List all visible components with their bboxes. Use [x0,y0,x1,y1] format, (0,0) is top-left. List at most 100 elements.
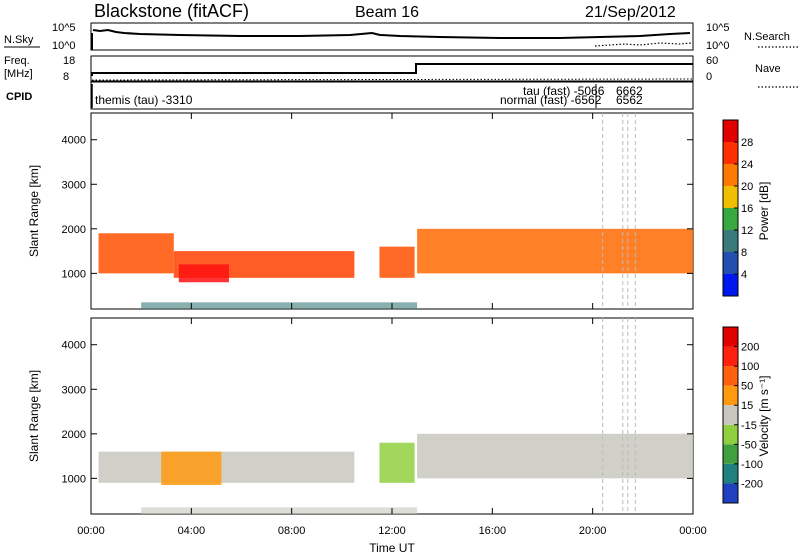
colorbar-segment [723,424,738,445]
colorbar-segment [723,444,738,464]
colorbar-tick-label: 28 [741,137,753,149]
power-yaxis: 1000 2000 3000 4000 [62,135,693,280]
date-title: 21/Sep/2012 [585,4,676,21]
freq-tick-bottom: 8 [63,71,69,83]
power-colorbar-label: Power [dB] [757,182,771,241]
velocity-colorbar: -200 -100 -50 -15 15 50 100 200 [722,326,763,504]
colorbar-segment [723,186,738,208]
colorbar-segment [723,463,738,484]
colorbar-tick-label: -200 [741,478,763,490]
cpid-entry-6562: 6562 [616,93,643,107]
x-tick-label: 08:00 [278,525,306,537]
freq-panel: Freq. [MHz] 18 8 60 0 Nave [4,55,798,88]
colorbar-tick-label: 50 [741,381,753,393]
x-tick-label: 04:00 [178,525,206,537]
echo-band [98,233,174,274]
echo-band [178,264,229,283]
cpid-entry-6662: 6662 [616,84,643,98]
y-tick-label: 1000 [62,473,86,485]
colorbar-segment [723,230,738,252]
colorbar-tick-label: 16 [741,203,753,215]
colorbar-segment [723,366,738,386]
colorbar-segment [723,164,738,186]
nave-tick-top: 60 [706,55,718,67]
echo-band [417,433,693,479]
colorbar-tick-label: 24 [741,159,753,171]
velocity-echo-layer [98,318,693,514]
colorbar-segment [723,385,738,406]
nsearch-label: N.Search [744,31,790,43]
colorbar-tick-label: -15 [741,420,757,432]
cpid-entry-tau: tau (fast) -5066 [523,84,605,98]
power-echo-layer [98,113,693,309]
colorbar-segment [723,327,738,347]
velocity-xaxis [90,318,694,514]
y-tick-label: 3000 [62,179,86,191]
power-panel: Slant Range [km] 1000 2000 3000 4000 [27,112,694,310]
colorbar-tick-label: -50 [741,439,757,451]
colorbar-segment [723,208,738,230]
colorbar-segment [723,483,738,503]
colorbar-tick-label: 100 [741,361,759,373]
echo-band [379,442,415,483]
x-tick-label: 00:00 [679,525,707,537]
y-tick-label: 3000 [62,384,86,396]
echo-band [98,451,355,483]
colorbar-tick-label: 200 [741,342,759,354]
velocity-ylabel: Slant Range [km] [27,370,41,462]
cpid-entry-themis: themis (tau) -3310 [95,93,193,107]
beam-title: Beam 16 [355,4,419,21]
time-axis-labels: 00:00 04:00 08:00 12:00 16:00 20:00 00:00 [77,525,707,537]
x-tick-label: 12:00 [378,525,406,537]
colorbar-tick-label: 12 [741,225,753,237]
echo-band [379,246,415,278]
nave-label: Nave [755,63,781,75]
freq-label-line1: Freq. [4,55,30,67]
colorbar-segment [723,346,738,367]
colorbar-tick-label: 4 [741,269,747,281]
power-ylabel: Slant Range [km] [27,165,41,257]
y-tick-label: 2000 [62,429,86,441]
velocity-colorbar-label: Velocity [m s⁻¹] [757,375,771,456]
nave-trace [91,78,694,81]
colorbar-segment [723,274,738,296]
nsearch-tick-bottom: 10^0 [706,40,730,52]
x-tick-label: 00:00 [77,525,105,537]
colorbar-segment [723,405,738,425]
power-xaxis [90,113,694,309]
cpid-label: CPID [6,91,32,103]
cpid-entry-normal: normal (fast) -6562 [500,93,602,107]
x-tick-label: 16:00 [479,525,507,537]
nsearch-trace [594,42,693,47]
y-tick-label: 1000 [62,268,86,280]
colorbar-tick-label: 20 [741,181,753,193]
power-colorbar: 4 8 12 16 20 24 28 [722,119,753,297]
colorbar-tick-label: 15 [741,400,753,412]
nsky-label: N.Sky [4,34,34,46]
nsky-tick-top: 10^5 [52,22,76,34]
x-tick-label: 20:00 [579,525,607,537]
freq-label-line2: [MHz] [4,68,33,80]
nsky-tick-bottom: 10^0 [52,40,76,52]
cpid-panel: CPID themis (tau) -3310 tau (fast) -5066… [6,81,694,110]
nsky-panel: N.Sky 10^5 10^0 10^5 10^0 N.Search [4,22,798,52]
y-tick-label: 2000 [62,224,86,236]
nave-tick-bottom: 0 [706,71,712,83]
ground-scatter-strip [141,302,418,309]
freq-tick-top: 18 [63,55,75,67]
echo-band [417,228,693,274]
nsearch-tick-top: 10^5 [706,22,730,34]
colorbar-segment [723,252,738,274]
colorbar-tick-label: -100 [741,459,763,471]
y-tick-label: 4000 [62,135,86,147]
ground-scatter-strip [141,507,418,514]
y-tick-label: 4000 [62,340,86,352]
echo-band [161,451,222,486]
time-axis-title: Time UT [369,541,415,554]
velocity-yaxis: 1000 2000 3000 4000 [62,340,693,485]
freq-trace [91,63,693,76]
colorbar-segment [723,142,738,164]
colorbar-segment [723,120,738,142]
